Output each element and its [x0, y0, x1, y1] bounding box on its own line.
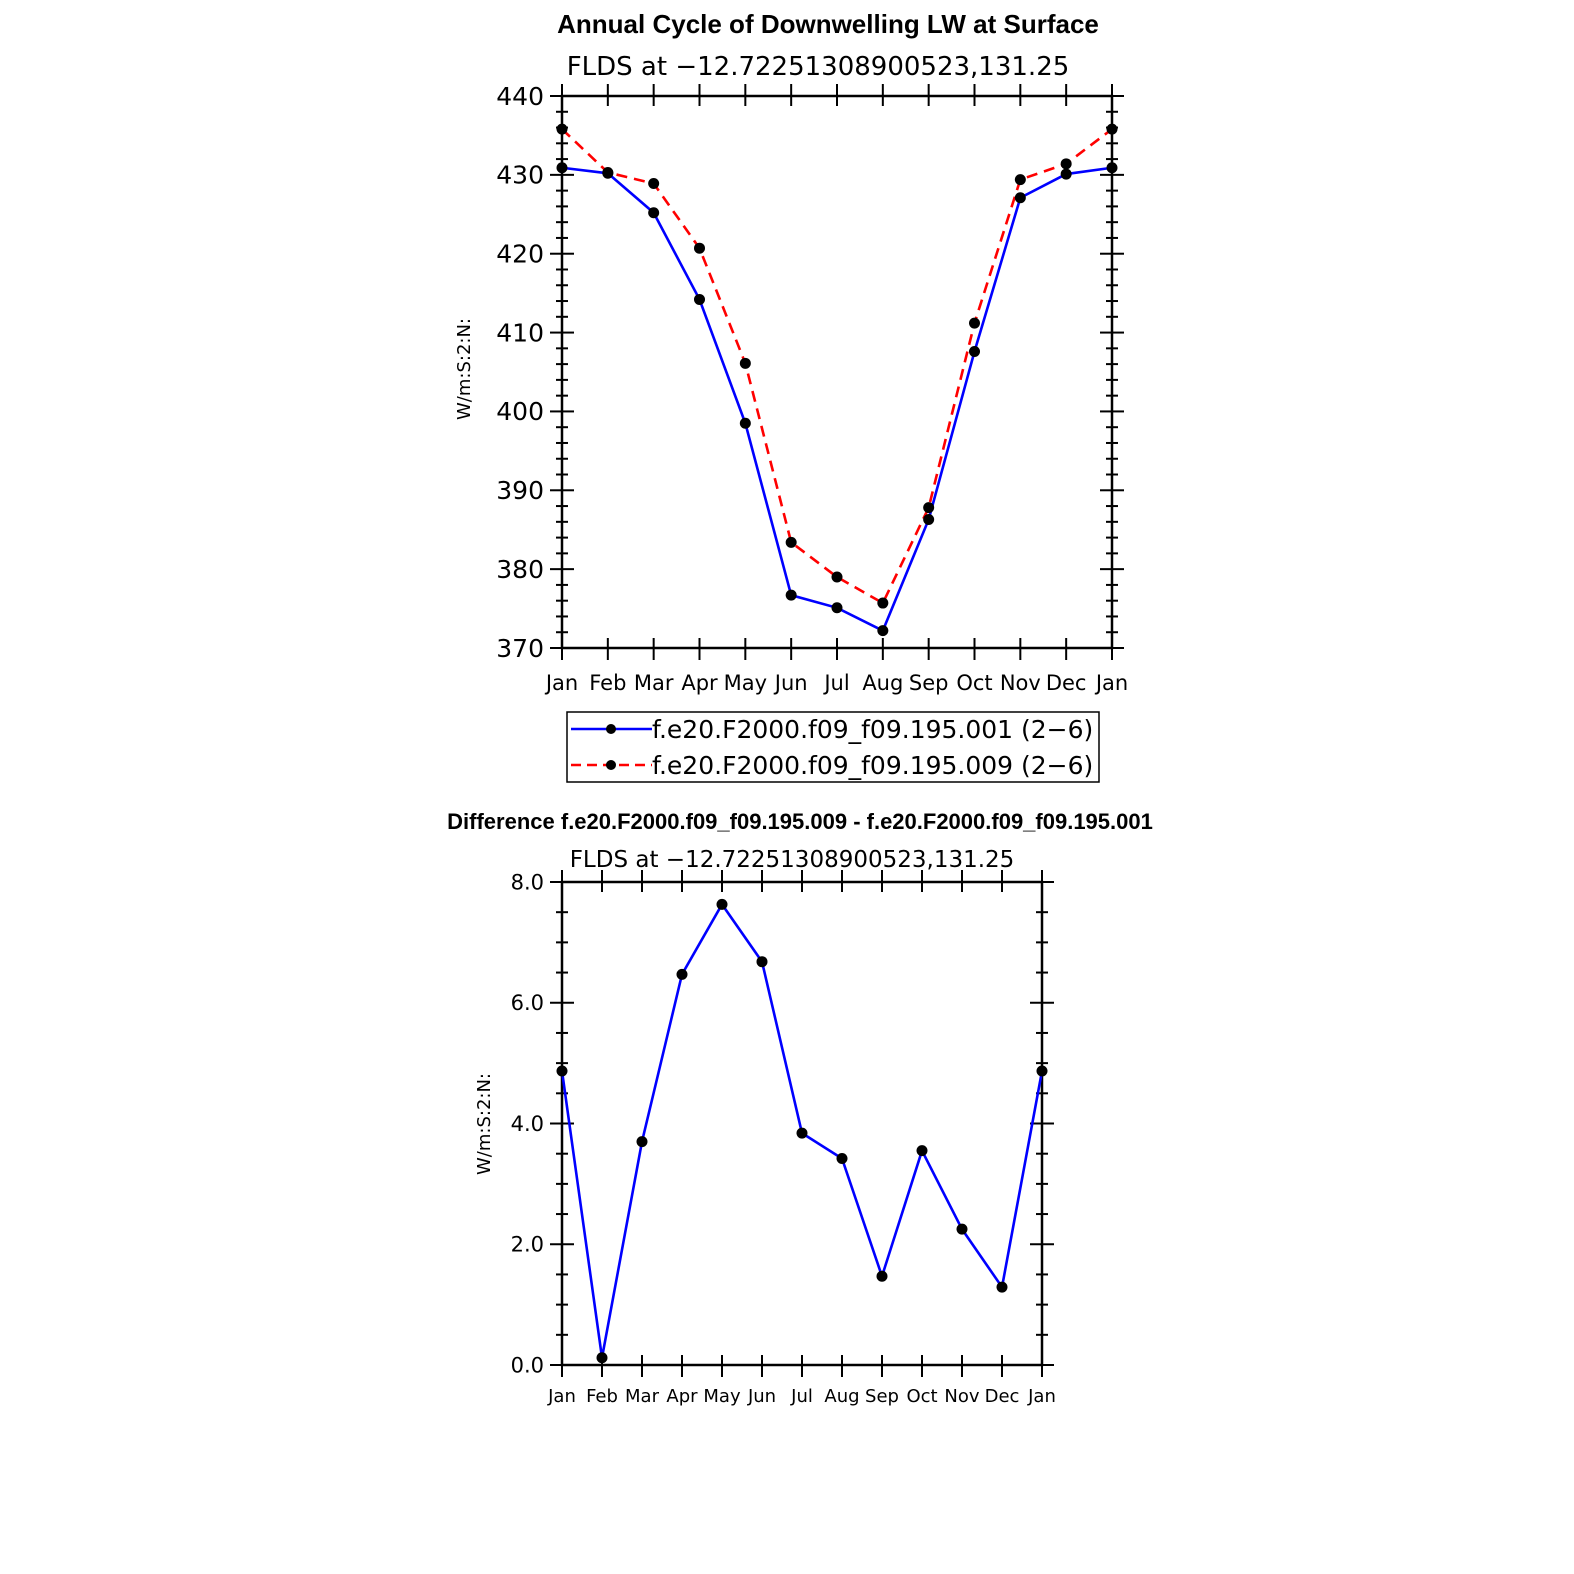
series-line-0 [561, 166, 1113, 633]
x-tick-label: Feb [589, 671, 626, 695]
y-tick-label: 2.0 [511, 1233, 544, 1257]
series-1-point [877, 597, 889, 609]
x-tick-label: Sep [865, 1386, 899, 1407]
series-1-point [648, 178, 660, 190]
chart1-title: Annual Cycle of Downwelling LW at Surfac… [557, 9, 1099, 39]
series-0-point [877, 625, 889, 637]
series-0-point [739, 417, 751, 429]
y-tick-label: 400 [496, 397, 544, 426]
series-0-point [969, 345, 980, 357]
series-0-point [1014, 192, 1026, 204]
series-0-point [876, 1270, 888, 1282]
x-tick-label: Sep [909, 671, 949, 695]
legend-frame [566, 711, 1100, 783]
plot-frame [560, 94, 1114, 650]
x-tick-label: Oct [956, 671, 992, 695]
x-tick-label: Jan [544, 671, 578, 695]
x-tick-label: Dec [1046, 671, 1087, 695]
series-1-point [1060, 158, 1072, 170]
x-tick-label: Mar [625, 1386, 660, 1407]
x-tick-label: Jan [547, 1386, 576, 1407]
x-tick-label: Jan [1094, 671, 1128, 695]
x-tick-label: Apr [666, 1386, 698, 1407]
y-tick-label: 6.0 [511, 991, 544, 1015]
series-1-point [694, 242, 705, 254]
series-1-point [923, 502, 935, 514]
series-0-point [694, 293, 705, 305]
chart2-title: Difference f.e20.F2000.f09_f09.195.009 -… [447, 809, 1153, 834]
x-tick-label: Oct [906, 1386, 937, 1407]
y-tick-label: 410 [496, 318, 544, 347]
y-tick-label: 390 [496, 476, 544, 505]
x-tick-label: Apr [681, 671, 718, 695]
chart1-subtitle: FLDS at −12.72251308900523,131.25 [567, 52, 1070, 82]
series-0-point [1106, 162, 1118, 174]
series-0-point [756, 956, 768, 968]
series-0-point [1060, 168, 1072, 180]
series-0-point [636, 1136, 648, 1148]
series-1-point [969, 317, 980, 329]
series-0-point [602, 167, 614, 179]
series-1-point [739, 357, 751, 369]
series-0-point [923, 513, 935, 525]
x-tick-label: May [703, 1386, 741, 1407]
series-0-point [785, 589, 797, 601]
y-tick-label: 370 [496, 634, 544, 663]
chart1-legend: f.e20.F2000.f09_f09.195.001 (2−6) f.e20.… [566, 711, 1100, 783]
x-tick-label: Jun [747, 1386, 776, 1407]
x-tick-label: Jan [1027, 1386, 1056, 1407]
series-0-point [596, 1352, 608, 1364]
x-tick-label: May [724, 671, 767, 695]
series-1-point [831, 571, 843, 583]
series-0-point [716, 898, 728, 910]
difference-chart: Difference f.e20.F2000.f09_f09.195.009 -… [447, 809, 1153, 1407]
series-0-point [556, 1065, 568, 1077]
x-tick-label: Jul [822, 671, 849, 695]
chart2-subtitle: FLDS at −12.72251308900523,131.25 [570, 847, 1015, 873]
y-tick-label: 430 [496, 161, 544, 190]
series-1-point [1014, 174, 1026, 186]
x-tick-label: Jun [773, 671, 808, 695]
series-0-point [956, 1223, 968, 1235]
x-tick-label: Nov [944, 1386, 979, 1407]
y-tick-label: 8.0 [511, 870, 544, 894]
legend-marker-red [606, 760, 616, 770]
y-tick-label: 440 [496, 82, 544, 111]
series-1-point [556, 123, 568, 135]
series-0-point [836, 1153, 848, 1165]
x-tick-label: Mar [634, 671, 674, 695]
y-tick-label: 0.0 [511, 1353, 544, 1377]
series-0-point [996, 1281, 1008, 1293]
x-tick-label: Aug [824, 1386, 859, 1407]
x-tick-label: Jul [790, 1386, 813, 1407]
chart1-ylabel: W/m:S:2:N: [454, 318, 475, 420]
legend-label-blue: f.e20.F2000.f09_f09.195.001 (2−6) [652, 715, 1093, 744]
series-0-point [556, 162, 568, 174]
x-tick-label: Dec [985, 1386, 1020, 1407]
series-0-point [676, 968, 688, 980]
annual-cycle-chart: Annual Cycle of Downwelling LW at Surfac… [454, 9, 1128, 783]
series-1-point [785, 536, 797, 548]
x-tick-label: Feb [586, 1386, 618, 1407]
y-tick-label: 4.0 [511, 1112, 544, 1136]
x-tick-label: Nov [1000, 671, 1041, 695]
legend-marker-blue [606, 724, 616, 734]
series-0-point [916, 1145, 928, 1157]
y-tick-label: 380 [496, 555, 544, 584]
y-tick-label: 420 [496, 239, 544, 268]
x-tick-label: Aug [862, 671, 903, 695]
plot-frame [560, 880, 1044, 1367]
series-0-point [1036, 1065, 1048, 1077]
series-line-1 [561, 128, 1113, 605]
series-0-point [648, 207, 660, 219]
chart2-ylabel: W/m:S:2:N: [474, 1073, 495, 1175]
series-0-point [796, 1127, 808, 1139]
series-0-point [831, 602, 843, 614]
series-1-point [1106, 123, 1118, 135]
legend-label-red: f.e20.F2000.f09_f09.195.009 (2−6) [652, 751, 1093, 780]
